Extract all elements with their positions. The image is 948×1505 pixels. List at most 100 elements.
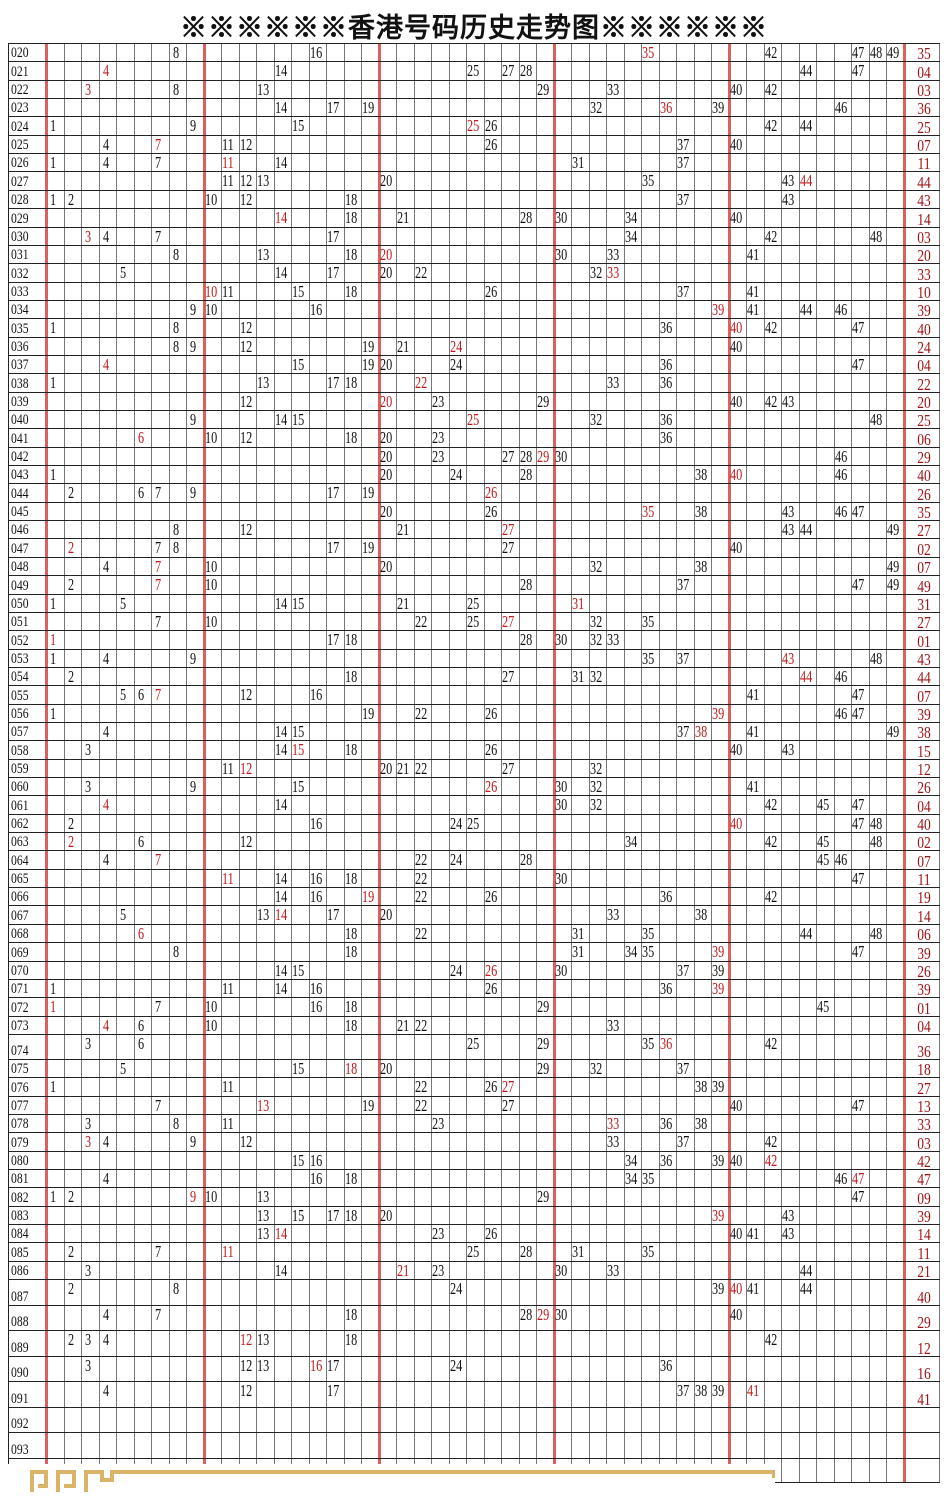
drawn-number: 44 xyxy=(799,61,812,81)
drawn-number: 7 xyxy=(155,1304,162,1324)
drawn-number: 42 xyxy=(764,1150,777,1170)
drawn-number: 10 xyxy=(204,575,217,595)
drawn-number: 46 xyxy=(834,850,847,870)
column-line xyxy=(291,43,292,1482)
drawn-number: 40 xyxy=(729,1150,742,1170)
drawn-number: 30 xyxy=(554,630,567,650)
drawn-number: 5 xyxy=(120,685,127,705)
column-line xyxy=(711,43,712,1482)
special-number: 14 xyxy=(917,209,931,229)
column-line xyxy=(63,43,65,1482)
row-line xyxy=(8,740,940,742)
drawn-number: 24 xyxy=(449,1355,462,1375)
row-line xyxy=(8,685,940,687)
row-line xyxy=(8,98,940,100)
drawn-number: 1 xyxy=(50,373,57,393)
drawn-number: 42 xyxy=(764,887,777,907)
drawn-number: 20 xyxy=(379,1205,392,1225)
row-line xyxy=(8,61,940,63)
drawn-number: 37 xyxy=(677,960,690,980)
drawn-number: 31 xyxy=(572,1242,585,1262)
drawn-number: 13 xyxy=(257,244,270,264)
special-number: 07 xyxy=(917,136,931,156)
drawn-number: 20 xyxy=(379,263,392,283)
drawn-number: 18 xyxy=(344,630,357,650)
drawn-number: 14 xyxy=(274,740,287,760)
drawn-number: 16 xyxy=(309,1150,322,1170)
drawn-number: 10 xyxy=(204,556,217,576)
drawn-number: 1 xyxy=(50,1077,57,1097)
drawn-number: 12 xyxy=(239,391,252,411)
drawn-number: 2 xyxy=(67,1279,74,1299)
special-number: 29 xyxy=(917,448,931,468)
drawn-number: 6 xyxy=(137,1015,144,1035)
row-line xyxy=(8,1355,940,1357)
special-number: 22 xyxy=(917,374,931,394)
issue-number: 080 xyxy=(11,1153,29,1169)
drawn-number: 35 xyxy=(642,171,655,191)
drawn-number: 11 xyxy=(222,171,234,191)
row-line xyxy=(8,226,940,228)
issue-number: 044 xyxy=(11,485,29,502)
special-number: 06 xyxy=(917,429,931,449)
drawn-number: 47 xyxy=(852,813,865,833)
drawn-number: 4 xyxy=(102,1304,109,1324)
row-line xyxy=(8,1304,940,1306)
drawn-number: 26 xyxy=(484,483,497,503)
drawn-number: 7 xyxy=(155,575,162,595)
drawn-number: 28 xyxy=(519,61,532,81)
issue-number: 058 xyxy=(11,742,29,759)
drawn-number: 44 xyxy=(799,1279,812,1299)
drawn-number: 18 xyxy=(344,942,357,962)
drawn-number: 33 xyxy=(607,630,620,650)
drawn-number: 2 xyxy=(67,1242,74,1262)
special-number: 40 xyxy=(917,1287,931,1307)
drawn-number: 41 xyxy=(747,244,760,264)
drawn-number: 32 xyxy=(589,263,602,283)
section-divider-line xyxy=(552,43,556,1482)
drawn-number: 8 xyxy=(172,43,179,62)
drawn-number: 49 xyxy=(887,43,900,62)
row-line xyxy=(8,556,940,558)
drawn-number: 5 xyxy=(120,593,127,613)
drawn-number: 29 xyxy=(537,1058,550,1078)
drawn-number: 3 xyxy=(85,1033,92,1053)
drawn-number: 42 xyxy=(764,318,777,338)
column-line xyxy=(658,43,660,1482)
issue-number: 078 xyxy=(11,1116,29,1133)
drawn-number: 1 xyxy=(50,978,57,998)
drawn-number: 1 xyxy=(50,593,57,613)
drawn-number: 8 xyxy=(172,79,179,99)
row-line xyxy=(8,501,940,503)
issue-number: 070 xyxy=(11,962,29,979)
drawn-number: 11 xyxy=(222,134,234,154)
drawn-number: 4 xyxy=(102,1381,109,1401)
issue-number: 028 xyxy=(11,192,29,209)
drawn-number: 6 xyxy=(137,1033,144,1053)
special-number: 04 xyxy=(917,796,931,816)
issue-number: 068 xyxy=(11,926,29,943)
drawn-number: 33 xyxy=(607,1132,620,1152)
drawn-number: 13 xyxy=(257,171,270,191)
drawn-number: 49 xyxy=(887,520,900,540)
issue-number: 025 xyxy=(11,137,29,154)
drawn-number: 30 xyxy=(554,777,567,796)
section-divider-line xyxy=(902,43,906,1482)
drawn-number: 15 xyxy=(292,116,305,136)
drawn-number: 12 xyxy=(239,1330,252,1350)
special-number: 11 xyxy=(917,1243,931,1263)
issue-number: 049 xyxy=(11,577,29,594)
row-line xyxy=(8,1095,940,1097)
drawn-number: 11 xyxy=(222,281,234,301)
column-line xyxy=(763,43,765,1482)
drawn-number: 18 xyxy=(344,740,357,760)
drawn-number: 1 xyxy=(50,703,57,723)
drawn-number: 31 xyxy=(572,942,585,962)
drawn-number: 41 xyxy=(747,777,760,796)
drawn-number: 18 xyxy=(344,997,357,1017)
row-line xyxy=(8,1242,940,1244)
row-line xyxy=(8,134,940,136)
drawn-number: 37 xyxy=(677,1132,690,1152)
drawn-number: 45 xyxy=(817,795,830,815)
drawn-number: 22 xyxy=(414,868,427,888)
